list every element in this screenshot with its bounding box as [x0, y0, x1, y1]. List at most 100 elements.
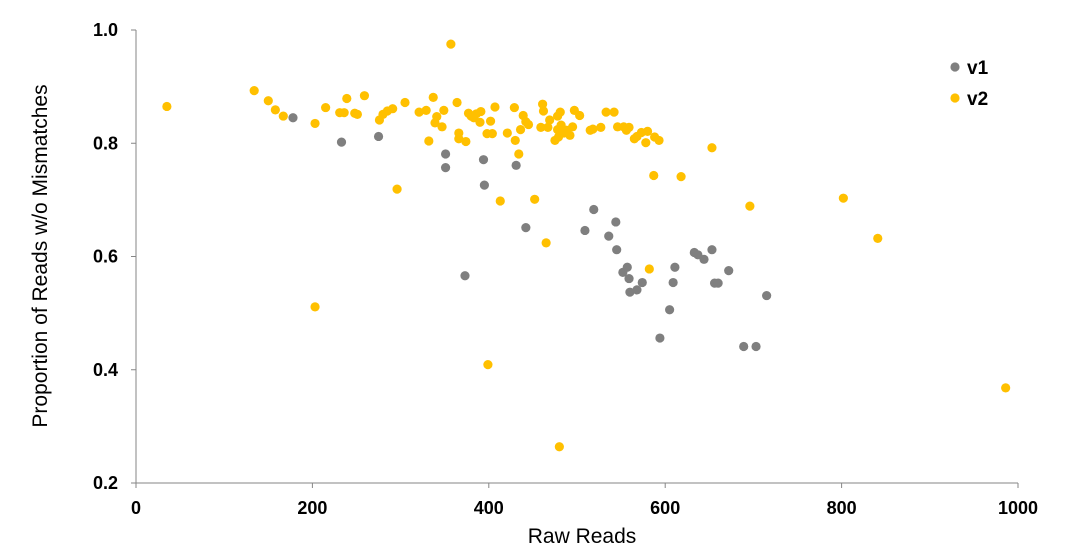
x-tick-label: 400	[474, 498, 504, 518]
y-tick-label: 1.0	[93, 20, 118, 40]
data-point-v1	[624, 273, 634, 284]
data-point-v2	[432, 112, 442, 122]
x-tick-label: 600	[650, 498, 680, 518]
data-point-v2	[601, 107, 611, 117]
data-point-v2	[452, 97, 462, 108]
data-point-v1	[612, 245, 622, 255]
data-point-v2	[483, 360, 493, 370]
data-point-v1	[632, 285, 642, 295]
data-point-v2	[523, 119, 534, 130]
legend-marker-v2	[950, 93, 960, 103]
data-point-v2	[554, 442, 564, 452]
data-point-v2	[838, 193, 848, 203]
data-point-v2	[707, 143, 717, 153]
data-point-v2	[676, 172, 686, 182]
data-point-v2	[510, 135, 520, 146]
data-point-v2	[1001, 383, 1011, 393]
data-point-v1	[288, 113, 298, 123]
data-point-v2	[476, 106, 486, 117]
legend-marker-v1	[950, 62, 960, 72]
data-point-v2	[461, 136, 471, 147]
data-point-v2	[428, 92, 438, 102]
data-point-v2	[509, 102, 519, 113]
data-point-v2	[485, 116, 496, 126]
data-point-v1	[699, 254, 709, 264]
data-point-v2	[495, 196, 505, 206]
data-point-v2	[642, 126, 653, 136]
data-point-v2	[644, 264, 654, 274]
data-point-v2	[555, 107, 565, 117]
data-point-v2	[538, 106, 549, 116]
data-point-v2	[400, 97, 410, 108]
data-point-v1	[707, 245, 717, 255]
data-point-v2	[538, 99, 548, 109]
data-point-v2	[641, 138, 651, 148]
data-point-v2	[310, 118, 320, 129]
data-point-v2	[446, 39, 456, 49]
data-point-v2	[162, 101, 172, 112]
data-point-v1	[622, 262, 632, 272]
data-point-v2	[392, 184, 402, 194]
data-point-v1	[665, 305, 675, 315]
x-tick-label: 200	[297, 498, 327, 518]
data-point-v1	[336, 137, 347, 147]
series-v1	[288, 113, 772, 352]
data-point-v1	[479, 180, 489, 190]
data-point-v2	[270, 105, 280, 115]
data-point-v2	[588, 124, 598, 134]
data-point-v1	[713, 278, 723, 288]
data-point-v2	[567, 122, 578, 132]
data-point-v2	[414, 107, 424, 117]
data-point-v2	[352, 109, 362, 119]
data-point-v1	[751, 341, 761, 352]
data-point-v2	[565, 130, 575, 140]
y-axis-ticks: 0.2 0.4 0.6 0.8 1.0	[93, 20, 136, 493]
data-point-v2	[609, 107, 619, 117]
x-axis-ticks: 0 200 400 600 800 1000	[131, 483, 1038, 518]
data-point-v1	[460, 271, 470, 281]
data-point-v1	[637, 277, 647, 288]
data-point-v2	[439, 105, 449, 116]
data-point-v2	[454, 128, 464, 138]
data-point-v2	[475, 117, 485, 127]
data-point-v1	[511, 160, 521, 170]
y-tick-label: 0.6	[93, 247, 118, 267]
data-point-v1	[589, 204, 599, 215]
data-point-v1	[655, 333, 665, 343]
data-point-v2	[649, 170, 659, 181]
data-point-v1	[580, 225, 590, 236]
data-point-v2	[487, 129, 497, 139]
data-point-v2	[263, 96, 273, 106]
data-point-v2	[575, 110, 585, 121]
x-tick-label: 0	[131, 498, 141, 518]
data-point-v1	[521, 223, 531, 233]
data-point-v1	[478, 155, 489, 165]
series-v2	[162, 39, 1011, 452]
y-axis-title: Proportion of Reads w/o Mismatches	[29, 84, 52, 427]
y-tick-label: 0.8	[93, 133, 118, 153]
data-point-v2	[515, 125, 526, 135]
data-point-v2	[502, 128, 512, 138]
data-point-v2	[536, 122, 546, 132]
y-tick-label: 0.2	[93, 473, 118, 493]
data-point-v1	[668, 277, 678, 288]
data-point-v2	[545, 115, 555, 125]
x-tick-label: 800	[827, 498, 857, 518]
data-point-v2	[437, 122, 447, 132]
y-tick-label: 0.4	[93, 360, 118, 380]
data-point-v1	[625, 287, 635, 297]
data-points	[162, 39, 1011, 452]
data-point-v2	[624, 122, 634, 132]
data-point-v1	[373, 131, 384, 142]
data-point-v2	[388, 104, 398, 114]
data-point-v1	[762, 290, 772, 301]
data-point-v2	[654, 135, 664, 146]
data-point-v1	[440, 162, 451, 173]
data-point-v1	[611, 217, 621, 227]
data-point-v1	[670, 262, 680, 272]
x-axis-title: Raw Reads	[528, 525, 637, 548]
data-point-v2	[745, 201, 755, 211]
data-point-v2	[339, 108, 349, 118]
